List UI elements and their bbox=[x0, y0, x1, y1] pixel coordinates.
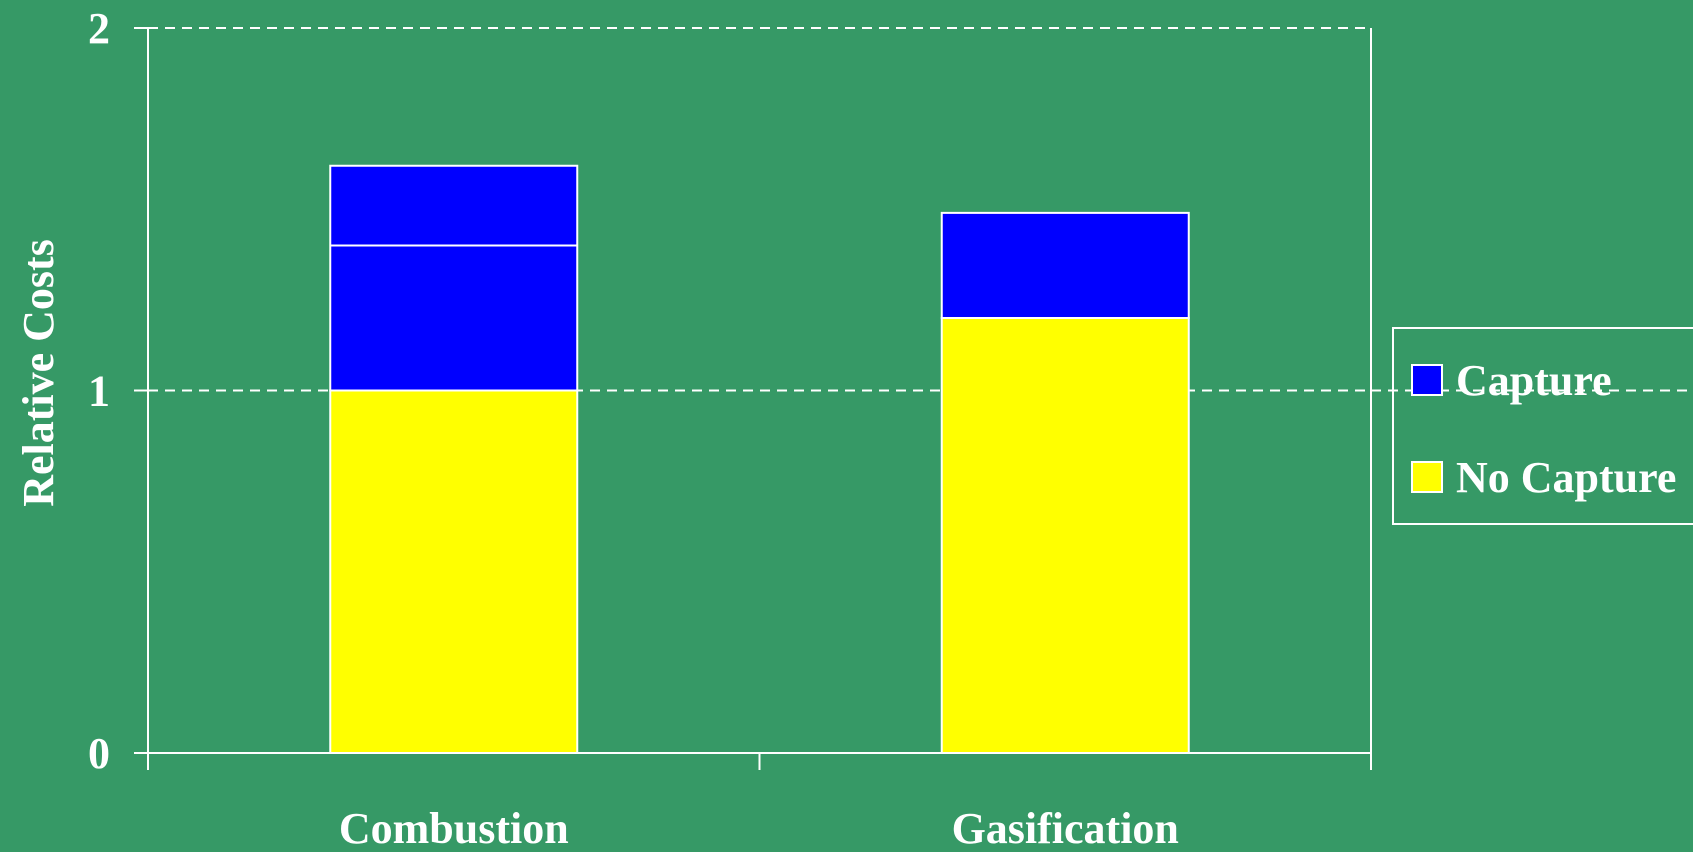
bar-gasification-no-capture bbox=[940, 317, 1190, 754]
legend-swatch-no-capture bbox=[1411, 461, 1443, 493]
category-label-gasification: Gasification bbox=[952, 804, 1179, 852]
axes bbox=[134, 27, 1372, 770]
y-tick-label-2: 2 bbox=[88, 4, 110, 53]
bars bbox=[329, 164, 1190, 754]
tick-labels: 0 1 2 bbox=[88, 4, 110, 778]
y-tick-label-1: 1 bbox=[88, 367, 110, 416]
legend: Capture No Capture bbox=[1392, 327, 1693, 525]
legend-swatch-capture bbox=[1411, 364, 1443, 396]
category-label-combustion: Combustion bbox=[339, 804, 569, 852]
legend-label-capture: Capture bbox=[1456, 356, 1612, 405]
bar-combustion-no-capture bbox=[329, 389, 579, 754]
y-axis-title: Relative Costs bbox=[14, 239, 63, 507]
category-labels: Combustion Gasification bbox=[339, 804, 1179, 852]
bar-combustion-capture bbox=[329, 164, 579, 392]
y-tick-label-0: 0 bbox=[88, 729, 110, 778]
bar-gasification-capture bbox=[940, 211, 1190, 319]
legend-box bbox=[1392, 327, 1693, 525]
legend-label-no-capture: No Capture bbox=[1456, 453, 1676, 502]
